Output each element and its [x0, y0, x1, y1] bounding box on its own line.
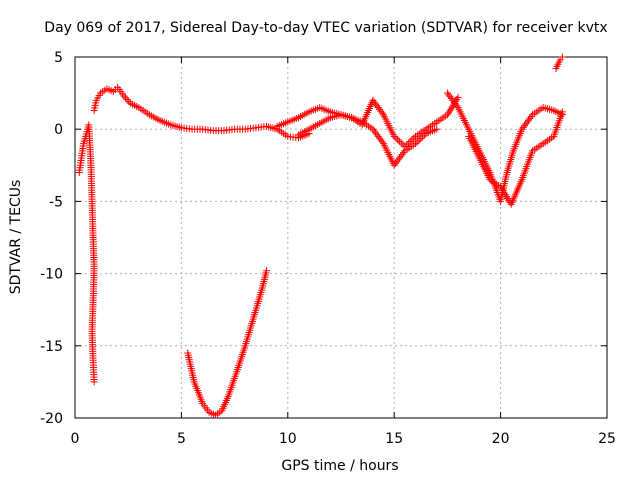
data-point-track-midday-a	[413, 138, 421, 146]
data-point-track-midday-a	[411, 140, 419, 148]
data-point-track-midday-b	[410, 134, 418, 142]
data-point-track-midday-a	[433, 125, 441, 133]
data-point-track-midday-a	[372, 129, 380, 137]
data-point-track-midday-b	[396, 137, 404, 145]
plot-frame	[74, 56, 608, 419]
y-axis-label: SDTVAR / TECUs	[8, 180, 24, 295]
data-point-track-midday-b	[369, 96, 377, 104]
x-tick-label: 10	[279, 431, 297, 447]
data-point-track-midday-b	[397, 139, 405, 147]
data-point-track-midday-a	[417, 135, 425, 143]
data-point-track-midday-a	[400, 149, 408, 157]
data-point-track-afternoon-b	[558, 108, 566, 116]
data-point-track-late-rise	[558, 53, 566, 61]
y-tick-label: -5	[49, 194, 63, 210]
x-tick-label: 20	[492, 431, 510, 447]
x-tick-label: 5	[177, 431, 186, 447]
data-point-track-afternoon	[519, 123, 527, 131]
data-point-track-midday-a	[390, 161, 398, 169]
data-point-track-midday-b	[390, 132, 398, 140]
data-point-track-midday-a	[369, 125, 377, 133]
x-axis-label: GPS time / hours	[281, 458, 398, 474]
y-tick-label: -20	[40, 411, 63, 427]
data-point-track-midday-a	[370, 127, 378, 135]
data-point-track-midday-b	[394, 136, 402, 144]
data-point-track-midday-b	[403, 141, 411, 149]
data-point-track-midday-b	[404, 139, 412, 147]
data-point-track-morning	[122, 94, 130, 102]
data-point-track-midday-a	[378, 138, 386, 146]
chart-title: Day 069 of 2017, Sidereal Day-to-day VTE…	[44, 20, 607, 36]
data-point-track-afternoon	[518, 125, 526, 133]
y-tick-label: -10	[40, 267, 63, 283]
data-point-track-afternoon	[525, 116, 533, 124]
data-point-track-midday-b	[406, 137, 414, 145]
y-tick-label: 0	[54, 122, 63, 138]
x-tick-label: 15	[385, 431, 403, 447]
data-point-track-afternoon	[521, 122, 529, 130]
data-point-track-afternoon	[446, 93, 454, 101]
data-point-track-midday-a	[377, 136, 385, 144]
data-point-track-midday-a	[415, 136, 423, 144]
data-point-track-afternoon	[443, 89, 451, 97]
data-point-track-midday-a	[398, 150, 406, 158]
tick-labels: 0 5 10 15 20 25 5 0 -5 -10 -15 -20	[40, 50, 616, 447]
data-point-track-u-dip	[263, 267, 271, 275]
data-point-track-midday-a	[373, 131, 381, 139]
data-point-track-midday-b	[373, 102, 381, 110]
data-point-track-midday-a	[396, 154, 404, 162]
data-point-track-midday-b	[408, 136, 416, 144]
data-point-track-midday-b	[376, 105, 384, 113]
data-point-track-afternoon	[527, 113, 535, 121]
y-tick-label: -15	[40, 339, 63, 355]
data-point-track-midday-b	[372, 100, 380, 108]
data-point-track-midday-b	[374, 104, 382, 112]
data-point-track-midday-a	[393, 158, 401, 166]
axis-ticks	[74, 56, 608, 419]
data-point-track-midday-a	[397, 152, 405, 160]
data-point-track-afternoon	[451, 100, 459, 108]
data-point-track-afternoon	[522, 120, 530, 128]
data-point-track-early-drop	[90, 378, 98, 386]
data-point-track-midday-a	[419, 133, 427, 141]
data-point-track-afternoon	[453, 102, 461, 110]
data-point-track-afternoon	[447, 95, 455, 103]
data-point-track-afternoon	[526, 114, 534, 122]
data-point-track-midday-a	[392, 159, 400, 167]
data-point-track-midday-b	[454, 93, 462, 101]
data-point-track-midday-a	[374, 132, 382, 140]
data-point-track-midday-b	[377, 107, 385, 115]
data-point-track-midday-a	[376, 134, 384, 142]
data-point-track-morning	[120, 92, 128, 100]
data-point-track-midday-b	[392, 134, 400, 142]
x-tick-label: 25	[598, 431, 616, 447]
data-point-track-midday-b	[378, 109, 386, 117]
grid-lines	[75, 57, 607, 418]
data-point-track-midday-b	[370, 98, 378, 106]
data-marks	[75, 53, 566, 419]
data-point-track-afternoon	[523, 118, 531, 126]
data-point-track-afternoon	[445, 91, 453, 99]
data-point-track-midday-a	[394, 156, 402, 164]
data-point-track-afternoon	[449, 96, 457, 104]
x-tick-label: 0	[71, 431, 80, 447]
y-tick-label: 5	[54, 50, 63, 66]
data-point-track-morning	[125, 97, 133, 105]
data-point-track-morning	[123, 96, 131, 104]
data-point-track-midday-b	[401, 143, 409, 151]
data-point-track-afternoon	[450, 98, 458, 106]
